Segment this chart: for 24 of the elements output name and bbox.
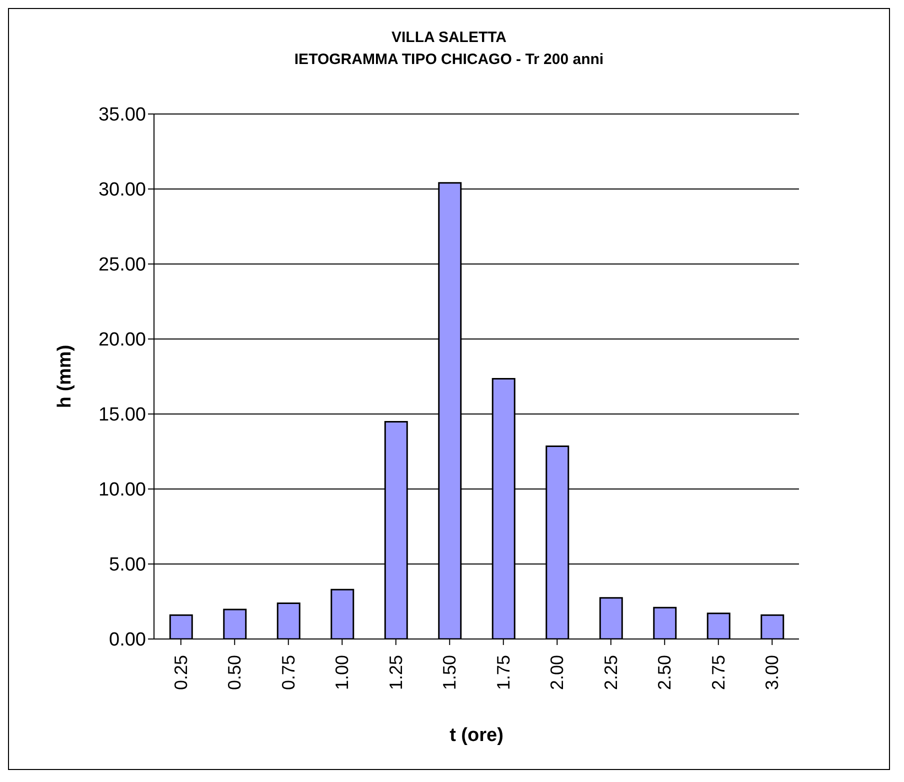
x-tick-label: 1.50 <box>440 655 460 690</box>
y-tick-label: 10.00 <box>98 480 146 501</box>
y-tick-label: 20.00 <box>98 330 146 351</box>
x-tick-label: 1.75 <box>493 655 514 690</box>
y-tick-label: 35.00 <box>98 104 146 126</box>
x-tick-label: 1.25 <box>386 655 406 690</box>
y-tick-label: 5.00 <box>109 554 146 576</box>
chart-title: VILLA SALETTA <box>390 28 508 48</box>
x-tick-label: 0.50 <box>224 655 245 690</box>
y-tick-label: 0.00 <box>109 630 146 651</box>
y-tick-label: 25.00 <box>98 254 146 276</box>
y-axis-title: h (mm) <box>54 344 76 408</box>
x-tick-label: 2.75 <box>708 655 728 690</box>
x-tick-label: 2.25 <box>600 655 621 690</box>
x-tick-label: 0.75 <box>278 655 298 690</box>
y-tick-label: 15.00 <box>98 404 146 426</box>
x-tick-label: 3.00 <box>762 655 782 690</box>
y-tick-label: 30.00 <box>98 180 146 201</box>
chart-subtitle: IETOGRAMMA TIPO CHICAGO - Tr 200 anni <box>293 50 605 70</box>
x-tick-label: 0.25 <box>170 655 191 690</box>
x-tick-label: 2.00 <box>547 655 568 690</box>
x-axis-title: t (ore) <box>450 725 504 746</box>
x-tick-label: 1.00 <box>332 655 352 690</box>
x-tick-label: 2.50 <box>654 655 675 690</box>
